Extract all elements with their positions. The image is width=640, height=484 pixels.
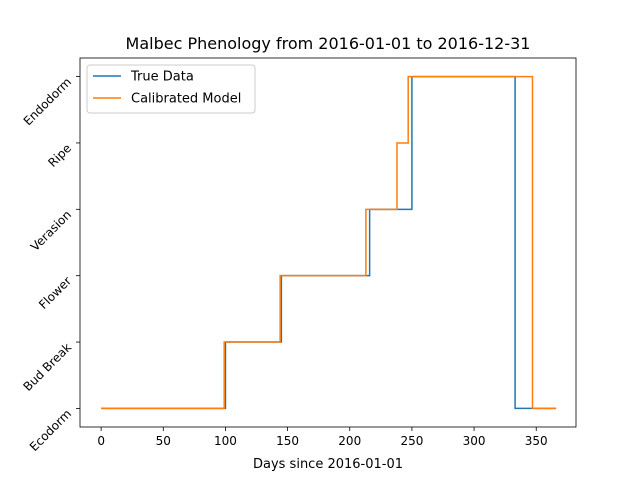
x-tick-label: 250 <box>400 434 423 448</box>
x-tick-label: 350 <box>525 434 548 448</box>
axes-frame <box>79 57 577 428</box>
legend-box <box>86 64 256 114</box>
x-tick-label: 100 <box>214 434 237 448</box>
x-tick-label: 300 <box>463 434 486 448</box>
x-tick-label: 0 <box>97 434 105 448</box>
legend-label: True Data <box>130 70 194 85</box>
chart-title: Malbec Phenology from 2016-01-01 to 2016… <box>126 34 531 53</box>
x-axis-label: Days since 2016-01-01 <box>253 457 403 472</box>
x-tick-label: 150 <box>276 434 299 448</box>
legend: True Data Calibrated Model <box>86 64 256 114</box>
series-line-true-data <box>101 75 557 410</box>
legend-label: Calibrated Model <box>131 92 241 107</box>
series-line-calibrated-model <box>101 75 557 410</box>
x-tick-label: 50 <box>156 434 171 448</box>
x-tick-label: 200 <box>338 434 361 448</box>
